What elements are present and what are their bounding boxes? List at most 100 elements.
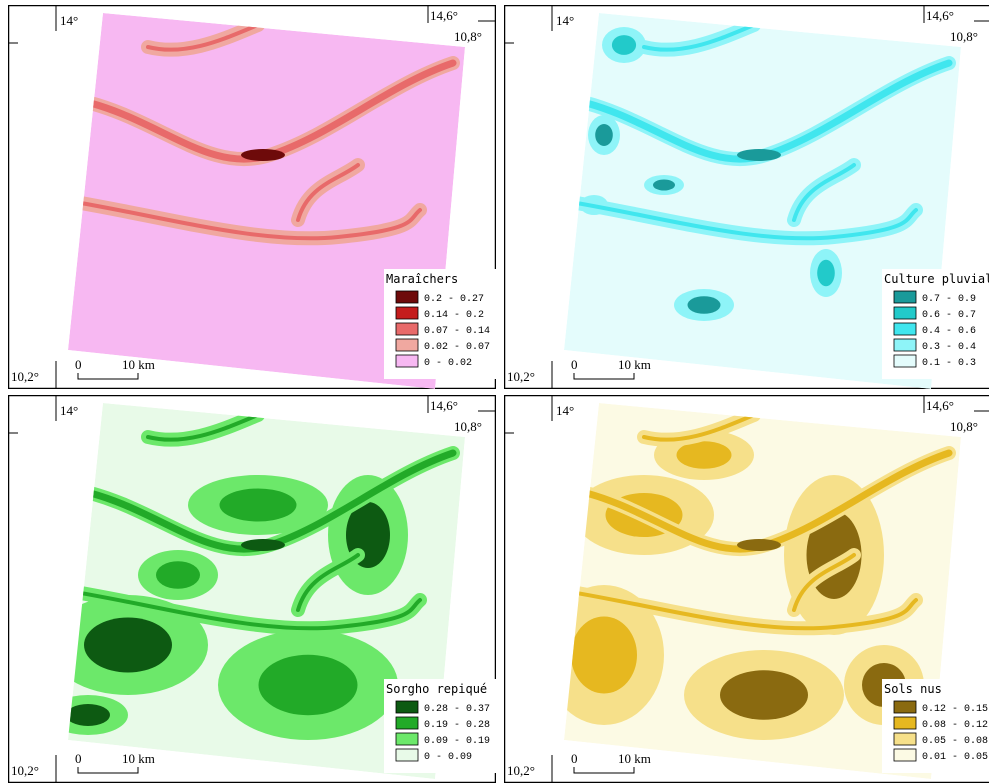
map-patch [817, 259, 835, 287]
legend-label: 0.07 - 0.14 [424, 326, 490, 337]
map [68, 13, 465, 389]
map-patch [687, 296, 721, 314]
lon-label: 14,6° [926, 398, 954, 413]
map-band [68, 198, 422, 241]
legend-swatch [893, 290, 917, 304]
legend-label: 0.6 - 0.7 [922, 310, 976, 321]
map-patch [571, 616, 637, 694]
map-patch [68, 704, 110, 726]
map-panel: 14° 14,6° 10,8° 10,2° 0 10 km Sorgho repiqué 0.… [8, 395, 496, 783]
map-patch [258, 654, 358, 716]
scale-label: 0 [75, 357, 82, 372]
map-core [737, 539, 781, 551]
legend-label: 0.12 - 0.15 [922, 704, 988, 715]
map-patch [595, 124, 613, 146]
legend-label: 0.2 - 0.27 [424, 294, 484, 305]
legend-title: Sorgho repiqué [386, 682, 487, 696]
map-patch [611, 35, 637, 55]
lat-label: 10,8° [454, 29, 482, 44]
legend-swatch [395, 306, 419, 320]
map-band [564, 198, 918, 241]
map-core [241, 539, 285, 551]
map-panel: 14° 14,6° 10,8° 10,2° 0 10 km Culture pluviale… [504, 5, 989, 389]
lon-label: 14,6° [926, 8, 954, 23]
legend-label: 0.14 - 0.2 [424, 310, 484, 321]
legend-swatch [893, 322, 917, 336]
lat-label: 10,2° [11, 763, 39, 778]
lon-label: 14° [60, 403, 78, 418]
map-panel: 14° 14,6° 10,8° 10,2° 0 10 km Maraîchers 0.2 - … [8, 5, 496, 389]
scale-label: 10 km [122, 751, 155, 766]
scale-label: 10 km [618, 751, 651, 766]
map-patch [720, 670, 808, 720]
map-band [564, 588, 918, 631]
lon-label: 14° [60, 13, 78, 28]
legend-label: 0.28 - 0.37 [424, 704, 490, 715]
map-band [642, 23, 756, 52]
map-core [241, 149, 285, 161]
map-band [296, 163, 360, 222]
legend-swatch [395, 338, 419, 352]
legend-label: 0 - 0.02 [424, 358, 472, 369]
legend-swatch [395, 732, 419, 746]
legend-label: 0.7 - 0.9 [922, 294, 976, 305]
scale-label: 10 km [618, 357, 651, 372]
scale-bar [77, 767, 139, 774]
lat-label: 10,8° [454, 419, 482, 434]
legend-swatch [893, 700, 917, 714]
legend-label: 0.01 - 0.05 [922, 752, 988, 763]
legend-label: 0.19 - 0.28 [424, 720, 490, 731]
lon-label: 14,6° [430, 398, 458, 413]
map-patch [676, 441, 732, 469]
legend-swatch [893, 306, 917, 320]
lat-label: 10,8° [950, 29, 978, 44]
legend-label: 0.1 - 0.3 [922, 358, 976, 369]
map-band [792, 553, 856, 612]
map [68, 403, 465, 779]
legend-label: 0.4 - 0.6 [922, 326, 976, 337]
legend-swatch [893, 716, 917, 730]
legend-swatch [893, 354, 917, 368]
scale-bar [573, 373, 635, 380]
map-patch [84, 617, 172, 673]
legend-title: Culture pluviale [884, 272, 989, 286]
map-panel: 14° 14,6° 10,8° 10,2° 0 10 km Sols nus 0.12 - 0… [504, 395, 989, 783]
map-patch [653, 179, 675, 191]
map-band [296, 553, 360, 612]
map [564, 13, 961, 389]
legend-label: 0.3 - 0.4 [922, 342, 976, 353]
scale-label: 0 [571, 357, 578, 372]
legend-title: Maraîchers [386, 272, 458, 286]
lon-label: 14° [556, 403, 574, 418]
scale-label: 10 km [122, 357, 155, 372]
legend-swatch [893, 748, 917, 762]
scale-label: 0 [75, 751, 82, 766]
legend-title: Sols nus [884, 682, 942, 696]
lat-label: 10,2° [11, 369, 39, 384]
lat-label: 10,2° [507, 369, 535, 384]
legend-label: 0.05 - 0.08 [922, 736, 988, 747]
map-band [146, 23, 260, 52]
map-patch [156, 561, 200, 589]
map-patch [219, 488, 297, 522]
legend-label: 0.08 - 0.12 [922, 720, 988, 731]
lon-label: 14,6° [430, 8, 458, 23]
legend-swatch [395, 290, 419, 304]
map [564, 403, 961, 779]
scale-bar [573, 767, 635, 774]
legend-label: 0.09 - 0.19 [424, 736, 490, 747]
map-band [146, 413, 260, 442]
map-band [68, 588, 422, 631]
lat-label: 10,2° [507, 763, 535, 778]
legend-swatch [893, 732, 917, 746]
legend-swatch [395, 700, 419, 714]
scale-label: 0 [571, 751, 578, 766]
lon-label: 14° [556, 13, 574, 28]
map-core [737, 149, 781, 161]
legend-swatch [395, 322, 419, 336]
lat-label: 10,8° [950, 419, 978, 434]
legend-label: 0.02 - 0.07 [424, 342, 490, 353]
legend-swatch [893, 338, 917, 352]
